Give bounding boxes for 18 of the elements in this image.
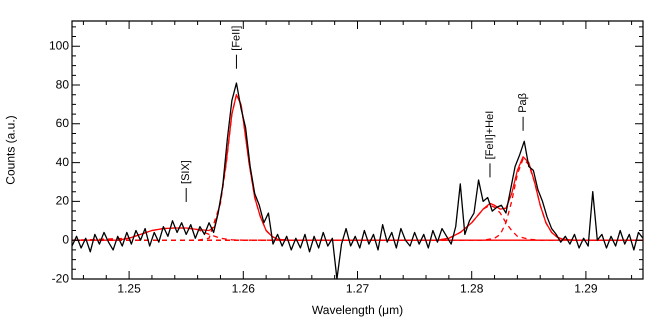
y-tick-label: -20 [52, 271, 70, 286]
annotation: [FeII]+HeI [484, 110, 496, 160]
y-tick-label: 60 [56, 116, 70, 130]
x-axis-title: Wavelength (μm) [312, 303, 404, 318]
x-tick-label: 1.27 [346, 282, 370, 296]
annotation: [FeII] [230, 26, 242, 51]
y-tick-label: 80 [56, 77, 70, 92]
y-tick-label: 100 [48, 38, 70, 53]
x-tick-label: 1.25 [117, 282, 142, 296]
y-axis-title: Counts (a.u.) [4, 115, 18, 185]
annotation: Paβ [517, 92, 530, 113]
y-tick-label: 40 [56, 154, 70, 169]
x-tick-label: 1.28 [460, 282, 484, 296]
x-tick-label: 1.26 [232, 282, 256, 296]
x-tick-label: 1.29 [574, 282, 598, 296]
annotation: [SIX] [180, 160, 192, 184]
y-tick-label: 0 [62, 232, 70, 247]
y-tick-label: 20 [56, 194, 70, 208]
